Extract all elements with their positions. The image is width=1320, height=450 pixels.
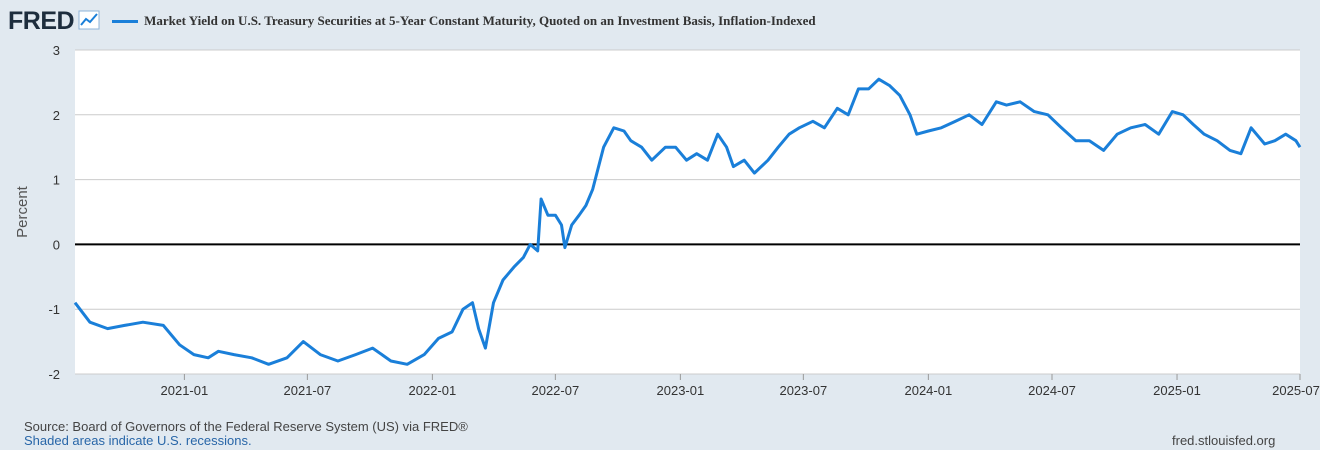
y-tick-label: 0 (53, 237, 60, 252)
x-tick-label: 2022-07 (531, 383, 579, 398)
x-tick-label: 2025-01 (1153, 383, 1201, 398)
grid-lines (75, 49, 1300, 375)
x-axis-ticks: 2021-01 2021-07 2022-01 2022-07 2023-01 2023-… (161, 374, 1320, 398)
y-tick-label: -1 (48, 302, 60, 317)
x-tick-label: 2022-01 (409, 383, 457, 398)
legend-line-swatch (112, 19, 139, 23)
x-tick-label: 2021-07 (284, 383, 332, 398)
y-tick-label: -2 (48, 367, 60, 382)
y-axis-label: Percent (14, 185, 31, 238)
plot-area (75, 50, 1300, 374)
x-tick-label: 2024-07 (1028, 383, 1076, 398)
x-tick-label: 2021-01 (161, 383, 209, 398)
fred-logo[interactable]: FRED (8, 7, 75, 35)
site-link[interactable]: fred.stlouisfed.org (1172, 433, 1276, 448)
source-note: Source: Board of Governors of the Federa… (24, 419, 468, 434)
series-line[interactable] (73, 77, 1302, 366)
x-tick-label: 2023-07 (779, 383, 827, 398)
y-tick-label: 3 (53, 43, 60, 58)
chart-legend: Market Yield on U.S. Treasury Securities… (112, 13, 816, 29)
y-axis-ticks: -2 -1 0 1 2 3 (48, 43, 60, 382)
y-tick-label: 2 (53, 108, 60, 123)
y-tick-label: 1 (53, 173, 60, 188)
line-chart-icon (78, 10, 100, 35)
chart-header: FRED Market Yield on U.S. Treasury Secur… (8, 6, 816, 36)
x-tick-label: 2024-01 (904, 383, 952, 398)
x-tick-label: 2025-07 (1272, 383, 1320, 398)
recession-note[interactable]: Shaded areas indicate U.S. recessions. (24, 433, 252, 448)
x-tick-label: 2023-01 (657, 383, 705, 398)
legend-series-label: Market Yield on U.S. Treasury Securities… (144, 13, 816, 28)
